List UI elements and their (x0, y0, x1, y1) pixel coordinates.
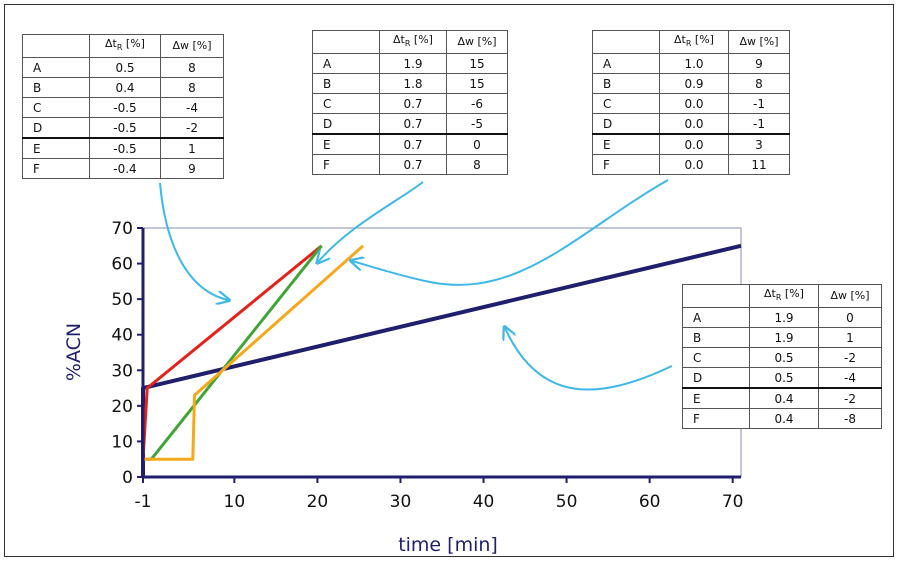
x-tick-label: -1 (135, 492, 152, 512)
table-row: A 1.9 0 (682, 307, 882, 329)
table-row: F 0.4 -8 (682, 408, 882, 430)
header-delta-w: Δw [%] (728, 29, 790, 55)
header-delta-tr: ΔtR [%] (89, 33, 161, 59)
table-row: C 0.7 -6 (312, 93, 508, 115)
x-tick-labels: -1 10 20 30 40 50 60 70 (135, 477, 744, 512)
table-row: A 1.9 15 (312, 53, 508, 75)
table-row: F 0.7 8 (312, 154, 508, 176)
y-tick-label: 50 (111, 290, 133, 310)
header-delta-tr: ΔtR [%] (659, 29, 729, 55)
table-row: D 0.5 -4 (682, 367, 882, 389)
table-header: ΔtR [%] Δw [%] (312, 29, 508, 55)
table-header: ΔtR [%] Δw [%] (682, 283, 882, 309)
x-tick-label: 50 (556, 492, 578, 512)
table-row: B 0.4 8 (22, 77, 224, 99)
callout-arrow-blue (505, 328, 673, 391)
x-tick-label: 60 (639, 492, 661, 512)
y-tick-label: 40 (111, 326, 133, 346)
table-row: C 0.0 -1 (592, 93, 790, 115)
y-tick-label: 20 (111, 397, 133, 417)
header-delta-w: Δw [%] (818, 283, 882, 309)
table-row: B 1.9 1 (682, 327, 882, 349)
table-row: B 0.9 8 (592, 73, 790, 95)
x-tick-label: 40 (473, 492, 495, 512)
table-header: ΔtR [%] Δw [%] (592, 29, 790, 55)
table-header: ΔtR [%] Δw [%] (22, 33, 224, 59)
y-tick-label: 70 (111, 219, 133, 239)
table-row: C 0.5 -2 (682, 347, 882, 369)
table-row: D -0.5 -2 (22, 117, 224, 139)
y-tick-label: 30 (111, 361, 133, 381)
table-row: E -0.5 1 (22, 137, 224, 160)
header-delta-w: Δw [%] (446, 29, 508, 55)
callout-arrow-yellow (352, 179, 669, 286)
table-blue-gradient: ΔtR [%] Δw [%] A 1.9 0 B 1.9 1 C 0.5 -2 D 0.5 -4… (682, 283, 882, 430)
table-row: F -0.4 9 (22, 158, 224, 180)
table-row: E 0.0 3 (592, 133, 790, 156)
table-row: A 0.5 8 (22, 57, 224, 79)
callout-arrow-green (318, 181, 424, 262)
table-red-gradient: ΔtR [%] Δw [%] A 0.5 8 B 0.4 8 C -0.5 -4 D -0.5… (22, 33, 224, 180)
y-tick-label: 10 (111, 432, 133, 452)
table-row: A 1.0 9 (592, 53, 790, 75)
x-tick-label: 30 (390, 492, 412, 512)
table-row: D 0.7 -5 (312, 113, 508, 135)
y-axis-label: %ACN (63, 323, 85, 381)
table-row: E 0.4 -2 (682, 387, 882, 410)
y-tick-labels: 0 10 20 30 40 50 60 70 (111, 219, 143, 488)
x-axis-label: time [min] (398, 534, 498, 556)
y-tick-label: 0 (122, 468, 133, 488)
x-tick-label: 10 (224, 492, 246, 512)
table-row: E 0.7 0 (312, 133, 508, 156)
y-tick-label: 60 (111, 255, 133, 275)
table-green-gradient: ΔtR [%] Δw [%] A 1.9 15 B 1.8 15 C 0.7 -6 D 0.7… (312, 29, 508, 176)
x-tick-label: 70 (722, 492, 744, 512)
table-yellow-gradient: ΔtR [%] Δw [%] A 1.0 9 B 0.9 8 C 0.0 -1 D 0.0 -1… (592, 29, 790, 176)
table-row: C -0.5 -4 (22, 97, 224, 119)
table-row: D 0.0 -1 (592, 113, 790, 135)
figure-frame (4, 4, 894, 557)
table-row: B 1.8 15 (312, 73, 508, 95)
table-row: F 0.0 11 (592, 154, 790, 176)
callout-arrow-red (159, 182, 228, 300)
header-delta-tr: ΔtR [%] (749, 283, 819, 309)
header-delta-tr: ΔtR [%] (379, 29, 447, 55)
x-tick-label: 20 (307, 492, 329, 512)
header-delta-w: Δw [%] (160, 33, 224, 59)
